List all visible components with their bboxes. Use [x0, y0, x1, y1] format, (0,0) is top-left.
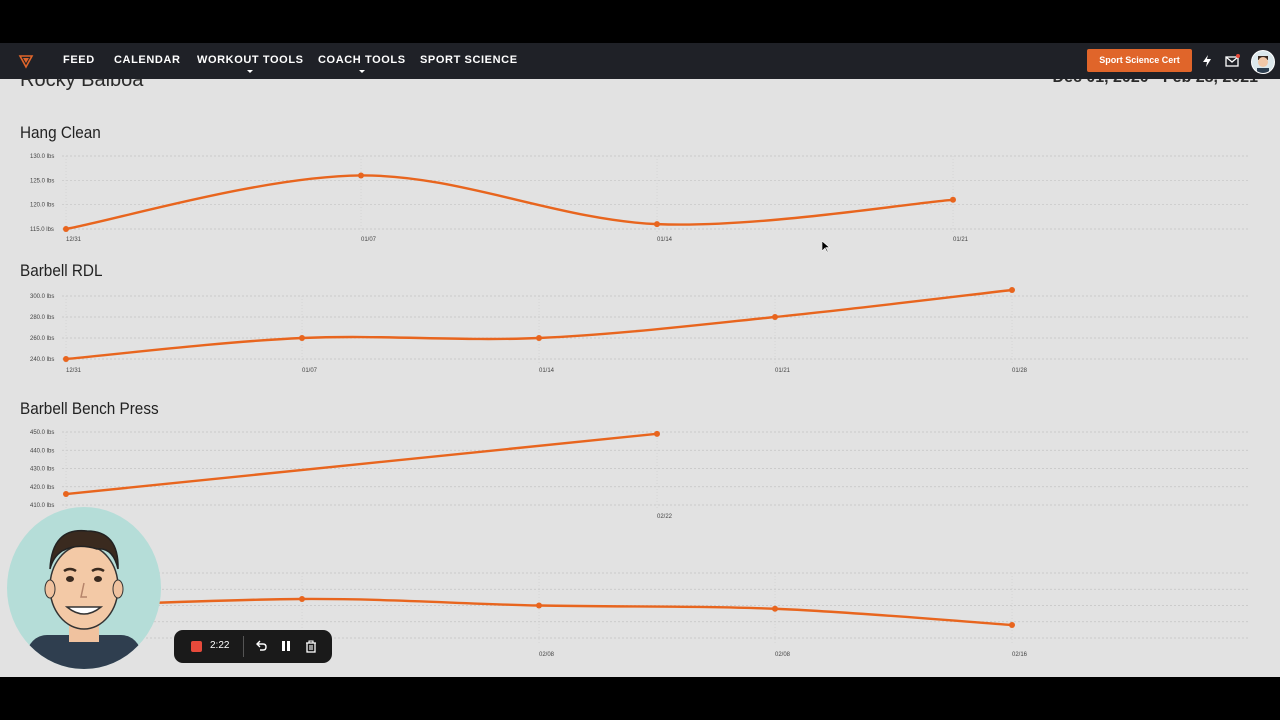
y-tick-label: 240.0 lbs [30, 357, 54, 363]
y-tick-label: 280.0 lbs [30, 315, 54, 321]
triangle-logo-icon[interactable] [18, 53, 34, 69]
nav-workout-tools-label: WORKOUT TOOLS [197, 54, 304, 66]
data-point [63, 491, 69, 498]
data-point [654, 221, 660, 228]
app-viewport: FEED CALENDAR WORKOUT TOOLS COACH TOOLS … [0, 43, 1280, 677]
data-point [950, 196, 956, 203]
nav-coach-tools-label: COACH TOOLS [318, 54, 406, 66]
profile-avatar[interactable] [1251, 50, 1275, 74]
screen-recorder-controls: 2:22 [174, 630, 332, 663]
data-point [1009, 287, 1015, 293]
series-line [65, 288, 1013, 361]
nav-calendar[interactable]: CALENDAR [114, 54, 181, 66]
bolt-icon[interactable] [1199, 53, 1215, 69]
video-letterbox-bottom [0, 677, 1280, 720]
series-line [65, 174, 954, 231]
nav-feed[interactable]: FEED [63, 54, 95, 66]
presenter-cartoon-avatar [27, 529, 141, 669]
mail-icon[interactable] [1224, 53, 1240, 69]
nav-coach-tools[interactable]: COACH TOOLS [318, 54, 406, 73]
data-point [1009, 622, 1015, 628]
chart-barbell-rdl: 300.0 lbs 280.0 lbs 260.0 lbs 240.0 lbs 12/3… [30, 287, 1248, 374]
series-line [65, 432, 658, 496]
chart-partial-bottom: 02/08 02/08 02/16 [19, 572, 1248, 658]
recording-timer: 2:22 [210, 640, 230, 651]
x-tick-label: 02/22 [657, 514, 673, 520]
chart-title-hang-clean: Hang Clean [20, 123, 101, 142]
y-tick-label: 430.0 lbs [30, 467, 54, 473]
sport-science-cert-button[interactable]: Sport Science Cert [1087, 49, 1192, 72]
x-tick-label: 12/31 [66, 237, 82, 243]
trash-icon[interactable] [304, 639, 318, 653]
x-tick-label: 12/31 [66, 368, 82, 374]
webcam-overlay [7, 507, 161, 669]
data-point [772, 314, 778, 320]
chart-barbell-bench-press: 450.0 lbs 440.0 lbs 430.0 lbs 420.0 lbs 410.… [30, 430, 1248, 520]
mouse-cursor-icon [822, 241, 830, 253]
x-tick-label: 01/07 [361, 237, 377, 243]
nav-workout-tools[interactable]: WORKOUT TOOLS [197, 54, 304, 73]
data-point [63, 226, 69, 232]
chart-hang-clean: 130.0 lbs 125.0 lbs 120.0 lbs 115.0 lbs 12/3… [30, 154, 1248, 243]
undo-icon[interactable] [254, 639, 268, 653]
x-tick-label: 01/28 [1012, 368, 1028, 374]
divider [243, 636, 244, 657]
data-point [536, 602, 542, 609]
y-tick-label: 260.0 lbs [30, 336, 54, 342]
chart-title-barbell-rdl: Barbell RDL [20, 261, 103, 280]
y-tick-label: 410.0 lbs [30, 503, 54, 509]
x-tick-label: 01/14 [657, 237, 673, 243]
chevron-down-icon [358, 70, 365, 73]
x-tick-label: 02/08 [775, 652, 791, 658]
avatar-face-icon [1257, 56, 1269, 73]
y-tick-label: 300.0 lbs [30, 294, 54, 300]
series-line [19, 597, 1013, 627]
x-tick-label: 01/14 [539, 368, 555, 374]
data-point [772, 605, 778, 612]
chevron-down-icon [247, 70, 254, 73]
x-tick-label: 01/21 [775, 368, 791, 374]
data-point [299, 596, 305, 602]
chart-title-barbell-bench-press: Barbell Bench Press [20, 399, 159, 418]
x-tick-label: 02/08 [539, 652, 555, 658]
data-point [358, 172, 364, 179]
y-tick-label: 440.0 lbs [30, 448, 54, 454]
pause-icon[interactable] [279, 639, 293, 653]
y-tick-label: 125.0 lbs [30, 178, 54, 184]
stop-icon[interactable] [191, 641, 202, 652]
nav-sport-science[interactable]: SPORT SCIENCE [420, 54, 518, 66]
data-point [536, 335, 542, 341]
data-point [299, 335, 305, 341]
x-tick-label: 01/07 [302, 368, 318, 374]
y-tick-label: 130.0 lbs [30, 154, 54, 160]
y-tick-label: 115.0 lbs [30, 227, 54, 233]
y-tick-label: 450.0 lbs [30, 430, 54, 436]
x-tick-label: 01/21 [953, 237, 969, 243]
top-navbar: FEED CALENDAR WORKOUT TOOLS COACH TOOLS … [0, 43, 1280, 79]
y-tick-label: 420.0 lbs [30, 485, 54, 491]
data-point [654, 430, 660, 437]
video-letterbox-top [0, 0, 1280, 43]
data-point [63, 356, 69, 362]
y-tick-label: 120.0 lbs [30, 203, 54, 209]
x-tick-label: 02/16 [1012, 652, 1028, 658]
